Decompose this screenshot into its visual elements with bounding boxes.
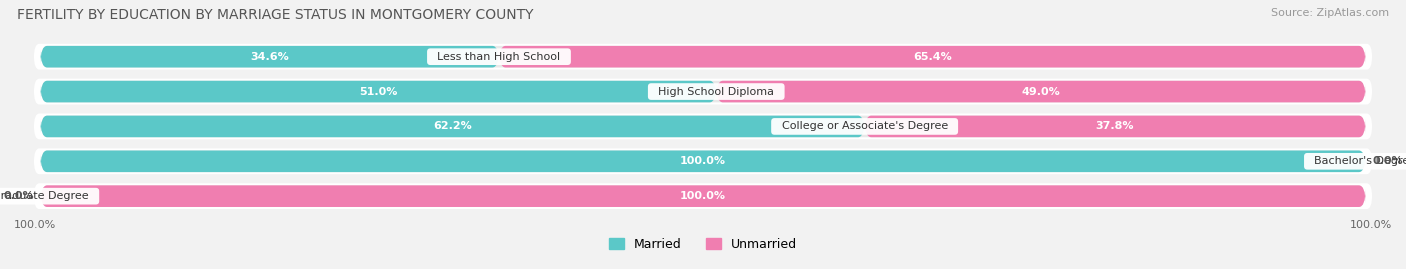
FancyBboxPatch shape: [34, 79, 1372, 104]
FancyBboxPatch shape: [865, 116, 1365, 137]
Text: 51.0%: 51.0%: [359, 87, 398, 97]
Text: 100.0%: 100.0%: [681, 156, 725, 166]
FancyBboxPatch shape: [41, 46, 499, 68]
FancyBboxPatch shape: [41, 116, 1365, 137]
FancyBboxPatch shape: [499, 46, 1365, 68]
Text: High School Diploma: High School Diploma: [651, 87, 782, 97]
FancyBboxPatch shape: [716, 81, 1365, 102]
FancyBboxPatch shape: [34, 183, 1372, 209]
FancyBboxPatch shape: [34, 44, 1372, 70]
FancyBboxPatch shape: [41, 46, 1365, 68]
FancyBboxPatch shape: [41, 81, 716, 102]
Text: 34.6%: 34.6%: [250, 52, 290, 62]
FancyBboxPatch shape: [41, 185, 1365, 207]
Text: 49.0%: 49.0%: [1022, 87, 1060, 97]
FancyBboxPatch shape: [41, 150, 1365, 172]
Text: Less than High School: Less than High School: [430, 52, 568, 62]
Text: Graduate Degree: Graduate Degree: [0, 191, 96, 201]
FancyBboxPatch shape: [41, 150, 1365, 172]
FancyBboxPatch shape: [34, 114, 1372, 139]
Text: 0.0%: 0.0%: [1372, 156, 1403, 166]
FancyBboxPatch shape: [41, 185, 1365, 207]
Text: 100.0%: 100.0%: [1350, 220, 1392, 230]
FancyBboxPatch shape: [41, 81, 1365, 102]
Text: 100.0%: 100.0%: [14, 220, 56, 230]
Text: 100.0%: 100.0%: [681, 191, 725, 201]
Text: Source: ZipAtlas.com: Source: ZipAtlas.com: [1271, 8, 1389, 18]
Text: 0.0%: 0.0%: [3, 191, 34, 201]
Text: 65.4%: 65.4%: [912, 52, 952, 62]
FancyBboxPatch shape: [34, 148, 1372, 174]
Text: Bachelor's Degree: Bachelor's Degree: [1308, 156, 1406, 166]
FancyBboxPatch shape: [41, 116, 865, 137]
Legend: Married, Unmarried: Married, Unmarried: [603, 233, 803, 256]
Text: FERTILITY BY EDUCATION BY MARRIAGE STATUS IN MONTGOMERY COUNTY: FERTILITY BY EDUCATION BY MARRIAGE STATU…: [17, 8, 533, 22]
Text: 62.2%: 62.2%: [433, 121, 472, 132]
Text: College or Associate's Degree: College or Associate's Degree: [775, 121, 955, 132]
Text: 37.8%: 37.8%: [1095, 121, 1135, 132]
